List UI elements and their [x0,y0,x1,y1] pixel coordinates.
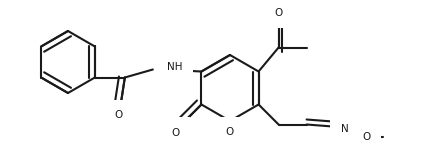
Text: O: O [226,127,234,137]
Text: N: N [340,123,349,133]
Text: O: O [115,111,123,121]
Text: O: O [274,7,283,17]
Text: O: O [171,128,179,138]
Text: O: O [363,131,371,142]
Text: NH: NH [167,62,182,73]
